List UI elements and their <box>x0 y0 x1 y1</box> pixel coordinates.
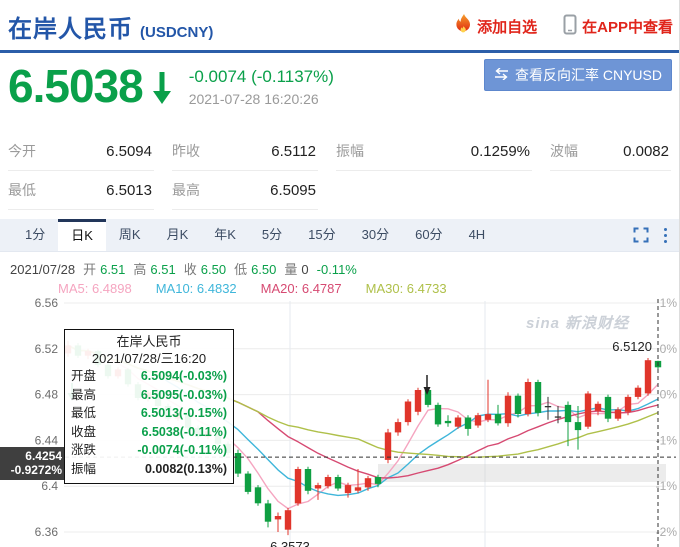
view-in-app-button[interactable]: 在APP中查看 <box>563 14 673 39</box>
tab-周K[interactable]: 周K <box>118 227 141 242</box>
stat-cell: 振幅 0.1259% <box>336 136 532 171</box>
stat-cell: 最低 6.5013 <box>8 175 154 210</box>
ma-info-line: MA5: 6.4898 MA10: 6.4832 MA20: 6.4787 MA30:… <box>0 278 679 296</box>
ma-label: MA10: 6.4832 <box>155 281 237 296</box>
down-arrow-icon <box>151 70 173 111</box>
tooltip-datetime: 2021/07/28/三16:20 <box>91 351 207 366</box>
tooltip-row: 最高 6.5095(-0.03%) <box>71 387 227 402</box>
info-change: -0.11% <box>316 262 357 277</box>
axis-labels: 6.56 1% 6.52 0% 6.48 0% 6.44 -1% 6.4 -1% 6.36 -2% <box>35 297 678 539</box>
svg-text:0%: 0% <box>660 388 678 402</box>
tooltip-row: 涨跌 -0.0074(-0.11%) <box>71 443 227 457</box>
info-date: 2021/07/28 <box>10 262 76 277</box>
ma-label: MA30: 6.4733 <box>365 281 447 296</box>
tab-4H[interactable]: 4H <box>468 227 486 242</box>
add-watchlist-button[interactable]: 添加自选 <box>455 13 537 39</box>
ma-label: MA5: 6.4898 <box>58 281 132 296</box>
fullscreen-icon[interactable] <box>633 227 649 243</box>
info-segments: 开 6.51 高 6.51 收 6.50 低 6.50 量 0 <box>83 262 309 277</box>
svg-text:-1%: -1% <box>656 433 678 447</box>
ohlc-info-line: 2021/07/28 开 6.51 高 6.51 收 6.50 低 6.50 量 0 -0.11% <box>0 252 679 278</box>
ma-label: MA20: 6.4787 <box>260 281 342 296</box>
tooltip-rows: 开盘 6.5094(-0.03%) 最高 6.5095(-0.03%) 最低 6.5013… <box>71 367 227 478</box>
phone-icon <box>563 14 577 39</box>
page-header: 在岸人民币 (USDCNY) 添加自选 <box>0 0 679 43</box>
more-options-icon[interactable] <box>662 226 669 245</box>
ticker-symbol: (USDCNY) <box>140 23 214 41</box>
svg-text:6.44: 6.44 <box>35 433 59 447</box>
tooltip-row: 振幅 0.0082(0.13%) <box>71 461 227 476</box>
tab-60分[interactable]: 60分 <box>415 227 443 242</box>
quote-timestamp: 2021-07-28 16:20:26 <box>188 91 319 107</box>
price-annotations: 6.5120 6.3573 <box>270 339 652 547</box>
crosshair-price-flag: 6.4254 -0.9272% <box>0 447 65 480</box>
tab-月K[interactable]: 月K <box>166 227 189 242</box>
kline-chart[interactable]: 6.56 1% 6.52 0% 6.48 0% 6.44 -1% 6.4 -1% 6.36 -2% 6.… <box>0 297 679 547</box>
stat-cell: 最高 6.5095 <box>172 175 318 210</box>
header-divider <box>0 50 679 53</box>
svg-text:6.5120: 6.5120 <box>612 339 652 354</box>
tab-15分[interactable]: 15分 <box>308 227 336 242</box>
tab-5分[interactable]: 5分 <box>261 227 283 242</box>
svg-text:6.3573: 6.3573 <box>270 539 310 547</box>
svg-text:1%: 1% <box>660 297 678 310</box>
tab-日K[interactable]: 日K <box>58 219 106 251</box>
svg-text:6.56: 6.56 <box>35 297 59 310</box>
selection-band <box>378 464 666 482</box>
tooltip-title: 在岸人民币 <box>116 334 182 349</box>
svg-text:-2%: -2% <box>656 525 678 539</box>
tab-1分[interactable]: 1分 <box>25 227 46 242</box>
svg-text:6.36: 6.36 <box>35 525 59 539</box>
svg-text:6.4: 6.4 <box>41 479 58 493</box>
tab-年K[interactable]: 年K <box>214 227 236 242</box>
stats-table: 今开 6.5094 昨收 6.5112 振幅 0.1259% 波幅 0.0082 最低 6.501… <box>0 128 679 210</box>
chart-tooltip: 在岸人民币 2021/07/28/三16:20 开盘 6.5094(-0.03%)… <box>64 329 234 484</box>
tooltip-row: 开盘 6.5094(-0.03%) <box>71 369 227 383</box>
svg-text:0%: 0% <box>660 342 678 356</box>
tooltip-row: 收盘 6.5038(-0.11%) <box>71 424 227 439</box>
swap-icon <box>494 67 509 83</box>
tooltip-row: 最低 6.5013(-0.15%) <box>71 406 227 420</box>
svg-text:6.48: 6.48 <box>35 388 59 402</box>
stat-cell: 波幅 0.0082 <box>550 136 671 171</box>
reverse-rate-button[interactable]: 查看反向汇率 CNYUSD <box>483 59 672 91</box>
stat-cell: 今开 6.5094 <box>8 136 154 171</box>
svg-text:6.52: 6.52 <box>35 342 59 356</box>
period-tab-bar: 1分 日K 周K 月K 年K 5分 15分 30分 60分 4H <box>0 219 679 252</box>
price-change: -0.0074 (-0.1137%) <box>188 67 334 86</box>
page-title: 在岸人民币 <box>8 15 133 43</box>
flame-icon <box>455 13 472 39</box>
gridlines <box>64 301 666 547</box>
tab-30分[interactable]: 30分 <box>361 227 390 242</box>
last-price: 6.5038 <box>8 60 144 112</box>
quote-section: 6.5038 -0.0074 (-0.1137%) 2021-07-28 16:… <box>0 53 679 128</box>
svg-text:-1%: -1% <box>656 479 678 493</box>
sina-watermark: sina 新浪财经 <box>526 315 630 332</box>
down-arrow-marker-black <box>423 375 431 395</box>
stat-cell: 昨收 6.5112 <box>172 136 318 171</box>
tab-list: 1分 日K 周K 月K 年K 5分 15分 30分 60分 4H <box>12 219 498 251</box>
